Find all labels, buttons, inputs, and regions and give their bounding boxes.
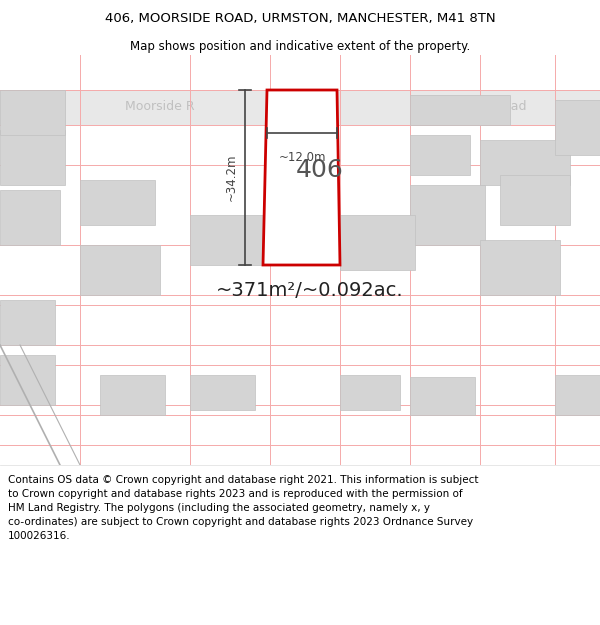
- Bar: [410, 377, 475, 415]
- Bar: [0, 90, 65, 135]
- Text: 406, MOORSIDE ROAD, URMSTON, MANCHESTER, M41 8TN: 406, MOORSIDE ROAD, URMSTON, MANCHESTER,…: [104, 12, 496, 25]
- Polygon shape: [263, 90, 340, 265]
- Bar: [0, 130, 65, 185]
- Bar: [480, 140, 570, 185]
- Text: ~12.0m: ~12.0m: [278, 151, 326, 164]
- Bar: [340, 215, 415, 270]
- Bar: [555, 375, 600, 415]
- Bar: [0, 300, 55, 345]
- Text: Moorside Road: Moorside Road: [434, 101, 526, 114]
- Bar: [410, 95, 510, 125]
- Bar: [80, 245, 160, 295]
- Bar: [480, 240, 560, 295]
- Bar: [500, 175, 570, 225]
- Bar: [0, 190, 60, 245]
- Bar: [0, 355, 55, 405]
- Text: ~371m²/~0.092ac.: ~371m²/~0.092ac.: [216, 281, 404, 299]
- Bar: [190, 375, 255, 410]
- Bar: [340, 375, 400, 410]
- Bar: [0, 90, 600, 125]
- Text: Moorside R: Moorside R: [125, 101, 195, 114]
- Text: Map shows position and indicative extent of the property.: Map shows position and indicative extent…: [130, 39, 470, 52]
- Bar: [410, 135, 470, 175]
- Text: ~34.2m: ~34.2m: [224, 154, 238, 201]
- Text: 406: 406: [296, 158, 344, 182]
- Text: Contains OS data © Crown copyright and database right 2021. This information is : Contains OS data © Crown copyright and d…: [8, 474, 478, 541]
- Bar: [410, 185, 485, 245]
- Bar: [190, 215, 270, 265]
- Bar: [100, 375, 165, 415]
- Bar: [80, 180, 155, 225]
- Bar: [555, 100, 600, 155]
